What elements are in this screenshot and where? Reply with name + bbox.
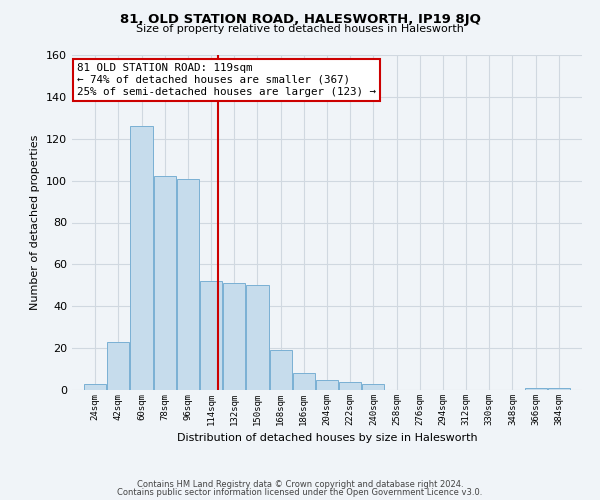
Bar — [223, 283, 245, 390]
X-axis label: Distribution of detached houses by size in Halesworth: Distribution of detached houses by size … — [176, 434, 478, 444]
Text: 81, OLD STATION ROAD, HALESWORTH, IP19 8JQ: 81, OLD STATION ROAD, HALESWORTH, IP19 8… — [119, 12, 481, 26]
Bar — [316, 380, 338, 390]
Bar — [548, 388, 570, 390]
Bar — [339, 382, 361, 390]
Text: Contains HM Land Registry data © Crown copyright and database right 2024.: Contains HM Land Registry data © Crown c… — [137, 480, 463, 489]
Y-axis label: Number of detached properties: Number of detached properties — [31, 135, 40, 310]
Bar — [524, 388, 547, 390]
Bar — [269, 350, 292, 390]
Bar — [84, 384, 106, 390]
Bar — [154, 176, 176, 390]
Bar — [247, 286, 269, 390]
Bar — [293, 373, 315, 390]
Bar — [107, 342, 130, 390]
Bar — [362, 384, 385, 390]
Text: Size of property relative to detached houses in Halesworth: Size of property relative to detached ho… — [136, 24, 464, 34]
Bar — [130, 126, 152, 390]
Bar — [177, 178, 199, 390]
Bar — [200, 281, 222, 390]
Text: 81 OLD STATION ROAD: 119sqm
← 74% of detached houses are smaller (367)
25% of se: 81 OLD STATION ROAD: 119sqm ← 74% of det… — [77, 64, 376, 96]
Text: Contains public sector information licensed under the Open Government Licence v3: Contains public sector information licen… — [118, 488, 482, 497]
